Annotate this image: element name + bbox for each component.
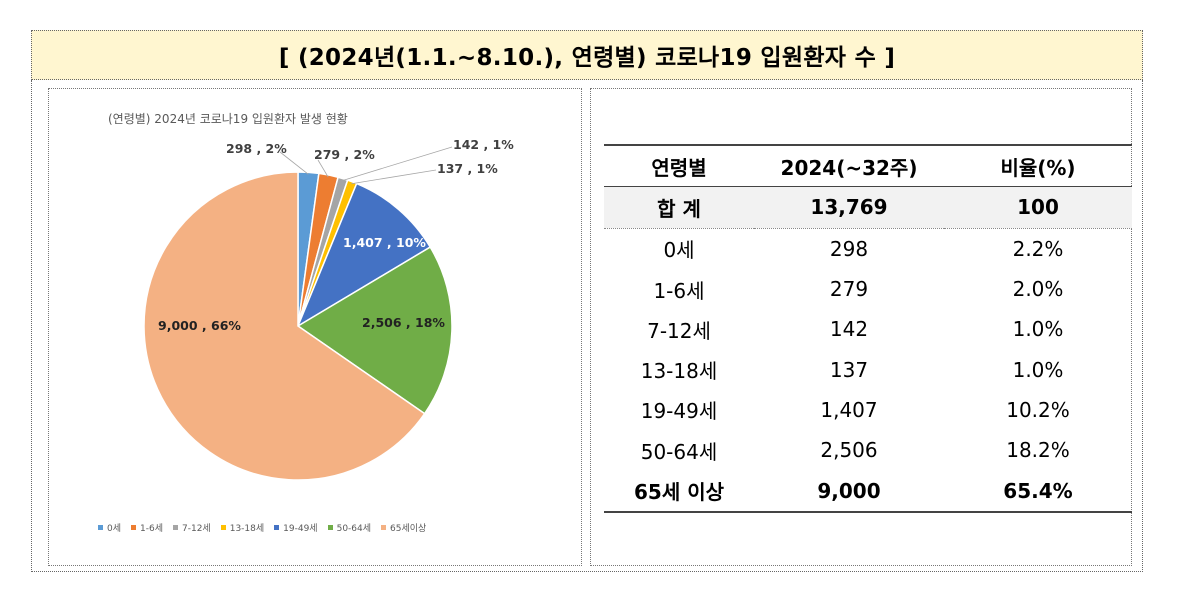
legend-item-6: 65세이상 [381,521,426,534]
data-label-5: 2,506 , 18% [362,315,445,330]
row-age: 7-12세 [647,318,711,343]
row-age: 50-64세 [640,439,718,464]
row-ratio: 65.4% [944,470,1132,513]
content-frame [31,80,1143,572]
legend-item-1: 1-6세 [131,521,163,534]
chart-legend: 0세 1-6세 7-12세 13-18세 19-49세 50-64세 65세이상 [98,521,426,534]
leader-line-3 [351,169,437,185]
data-label-0: 298 , 2% [226,141,287,156]
table-header-row: 연령별 2024(~32주) 비율(%) [604,144,1132,188]
chart-title: (연령별) 2024년 코로나19 입원환자 발생 현황 [108,112,348,126]
total-count: 13,769 [754,186,944,229]
pie-slice-6 [143,171,426,481]
leader-line-1 [317,159,329,178]
table-row: 13-18세 137 1.0% [604,349,1132,389]
row-count: 9,000 [754,470,944,513]
row-age: 65세 이상 [604,470,754,513]
pie-slice-5 [296,246,453,415]
row-count: 2,506 [820,438,878,463]
row-age: 1-6세 [653,278,705,303]
header-ratio: 비율(%) [944,144,1132,188]
chart-panel [48,88,582,566]
table-panel [590,88,1132,566]
row-age: 0세 [663,238,695,263]
legend-item-4: 19-49세 [274,521,318,534]
row-count: 137 [829,357,869,382]
table-row: 50-64세 2,506 18.2% [604,430,1132,470]
row-ratio: 10.2% [1006,397,1070,422]
data-label-3: 137 , 1% [437,161,498,176]
data-label-4: 1,407 , 10% [343,235,426,250]
table-row: 19-49세 1,407 10.2% [604,390,1132,430]
data-label-6: 9,000 , 66% [158,318,241,333]
legend-item-5: 50-64세 [327,521,371,534]
row-age: 13-18세 [640,359,718,384]
row-ratio: 2.0% [1012,277,1064,302]
total-label: 합 계 [604,186,754,229]
row-count: 279 [829,277,869,302]
row-ratio: 18.2% [1006,438,1070,463]
row-count: 298 [829,236,869,261]
table-row: 7-12세 142 1.0% [604,309,1132,349]
leader-line-2 [342,146,453,181]
table-row: 0세 298 2.2% [604,228,1132,269]
leader-line-0 [279,151,309,175]
data-label-2: 142 , 1% [453,137,514,152]
page-title: [ (2024년(1.1.~8.10.), 연령별) 코로나19 입원환자 수 … [31,30,1143,80]
table-total-row: 합 계 13,769 100 [604,186,1132,229]
legend-item-3: 13-18세 [220,521,264,534]
header-count: 2024(~32주) [754,144,944,188]
row-ratio: 1.0% [1012,357,1064,382]
pie-slice-4 [296,182,432,328]
total-ratio: 100 [944,186,1132,229]
table-row: 65세 이상 9,000 65.4% [604,470,1132,513]
data-label-1: 279 , 2% [314,147,375,162]
row-count: 142 [829,317,869,342]
header-age: 연령별 [604,144,754,188]
legend-item-2: 7-12세 [173,521,211,534]
row-age: 19-49세 [640,399,718,424]
row-ratio: 1.0% [1012,317,1064,342]
row-count: 1,407 [820,397,878,422]
row-ratio: 2.2% [1012,236,1064,261]
table-row: 1-6세 279 2.0% [604,269,1132,309]
inpatient-table: 연령별 2024(~32주) 비율(%) 합 계 13,769 100 0세 2… [604,144,1132,513]
legend-item-0: 0세 [98,521,121,534]
